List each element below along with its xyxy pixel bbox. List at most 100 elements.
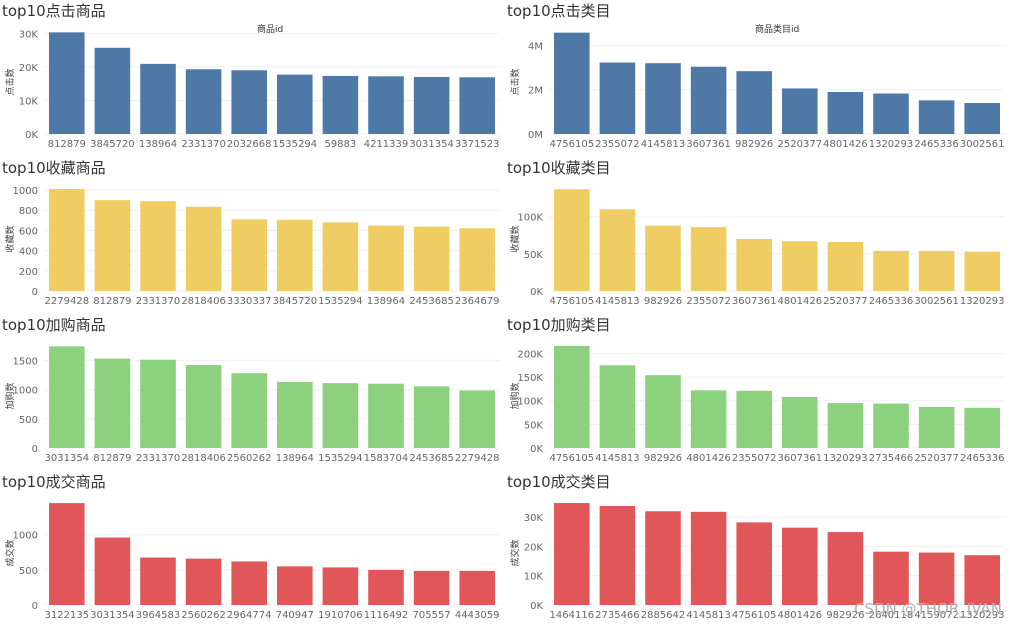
y-tick-label: 1000 — [13, 186, 38, 197]
x-tick-label: 1320293 — [960, 610, 1005, 621]
x-tick-label: 4145813 — [686, 610, 731, 621]
bar — [599, 62, 636, 134]
chart-subtitle: 商品id — [257, 25, 284, 35]
y-tick-label: 500 — [19, 566, 38, 577]
bar — [645, 63, 681, 134]
x-tick-label: 812879 — [93, 296, 131, 307]
y-tick-label: 200K — [517, 349, 543, 360]
bar — [368, 225, 404, 291]
x-tick-label: 1535294 — [318, 453, 363, 464]
x-tick-label: 3607361 — [778, 453, 823, 464]
bar — [827, 532, 864, 605]
y-tick-label: 0M — [528, 130, 543, 141]
y-axis-title: 收藏数 — [4, 225, 16, 252]
chart-title: top10收藏类目 — [507, 159, 611, 177]
x-tick-label: 2640118 — [869, 610, 914, 621]
y-tick-label: 100K — [517, 397, 543, 408]
bar — [94, 358, 131, 448]
x-tick-label: 4756105 — [732, 610, 777, 621]
bar — [322, 567, 359, 605]
bar — [964, 251, 1000, 291]
y-tick-label: 50K — [524, 250, 544, 261]
bar — [645, 511, 681, 605]
x-tick-label: 3371523 — [455, 139, 500, 150]
bar — [94, 537, 131, 605]
y-tick-label: 1000 — [13, 531, 38, 542]
x-tick-label: 2331370 — [136, 453, 181, 464]
bar — [736, 239, 772, 291]
y-axis-title: 点击数 — [509, 68, 521, 95]
bar — [736, 71, 772, 134]
bar — [368, 569, 404, 605]
chart-panel-purchase-items: top10成交商品 0 500 1000 成交数 3122135 3031354 39645… — [0, 471, 505, 628]
x-tick-label: 2453685 — [409, 453, 454, 464]
chart-title: top10点击商品 — [2, 2, 106, 20]
y-tick-label: 30K — [524, 513, 544, 524]
bar — [140, 359, 176, 448]
x-tick-label: 3607361 — [686, 139, 731, 150]
x-tick-label: 982926 — [644, 296, 682, 307]
bar — [736, 522, 772, 605]
x-tick-label: 812879 — [93, 453, 131, 464]
x-tick-label: 138964 — [367, 296, 405, 307]
x-tick-label: 982926 — [735, 139, 773, 150]
bar — [827, 403, 864, 448]
chart-title: top10成交类目 — [507, 473, 611, 491]
x-tick-label: 2331370 — [136, 296, 181, 307]
x-tick-label: 4145813 — [641, 139, 686, 150]
bar — [277, 566, 313, 605]
chart-panel-click-items: top10点击商品 商品id 0K 10K 20K 30K 点击数 812879 38457… — [0, 0, 505, 157]
bar — [277, 381, 313, 448]
x-tick-label: 3122135 — [45, 610, 90, 621]
bar — [782, 241, 818, 291]
y-tick-label: 400 — [19, 247, 38, 258]
x-tick-label: 4211339 — [364, 139, 409, 150]
bar — [185, 365, 222, 448]
x-tick-label: 4145813 — [595, 296, 640, 307]
y-tick-label: 200 — [19, 267, 38, 278]
y-tick-label: 10K — [19, 96, 39, 107]
bar — [94, 47, 131, 135]
bar — [413, 386, 450, 448]
x-tick-label: 982926 — [644, 453, 682, 464]
y-tick-label: 100K — [517, 213, 543, 224]
bar — [599, 209, 636, 291]
x-tick-label: 2520377 — [778, 139, 823, 150]
bar — [140, 557, 176, 605]
y-tick-label: 0K — [25, 130, 38, 141]
x-tick-label: 1320293 — [869, 139, 914, 150]
bar — [873, 403, 909, 448]
bar — [918, 406, 955, 448]
bar — [827, 91, 864, 134]
x-tick-label: 2560262 — [227, 453, 272, 464]
x-tick-label: 3845720 — [273, 296, 318, 307]
bar — [645, 375, 681, 448]
x-tick-label: 2453685 — [409, 296, 454, 307]
x-tick-label: 2818406 — [181, 453, 226, 464]
y-axis-title: 点击数 — [4, 68, 16, 95]
chart-panel-cart-categories: top10加购类目 0K 50K 100K 150K 200K 加购数 4756105 414… — [505, 314, 1010, 471]
bar — [231, 219, 267, 291]
x-tick-label: 2465336 — [914, 139, 959, 150]
y-tick-label: 600 — [19, 226, 38, 237]
x-tick-label: 2560262 — [181, 610, 226, 621]
chart-panel-favorite-items: top10收藏商品 0 200 400 600 800 1000 收藏数 2279428 812… — [0, 157, 505, 314]
y-tick-label: 20K — [524, 542, 544, 553]
y-tick-label: 0 — [32, 287, 38, 298]
bar — [964, 555, 1000, 605]
x-tick-label: 1320293 — [960, 296, 1005, 307]
bar — [554, 503, 590, 605]
bar — [368, 383, 404, 448]
bar — [918, 250, 955, 291]
y-tick-label: 2M — [528, 86, 543, 97]
y-tick-label: 1000 — [13, 386, 38, 397]
x-tick-label: 4801426 — [823, 139, 868, 150]
x-tick-label: 2355072 — [686, 296, 731, 307]
x-tick-label: 4145813 — [595, 453, 640, 464]
x-tick-label: 3031354 — [409, 139, 454, 150]
x-tick-label: 4801426 — [778, 296, 823, 307]
bar-chart: 0K 10K 20K 30K 成交数 1464116 2735466 2885642 41458… — [509, 503, 1005, 621]
bar-chart: 0M 2M 4M 点击数 4756105 2355072 4145813 3607361 982… — [509, 32, 1005, 150]
bar — [964, 407, 1000, 448]
